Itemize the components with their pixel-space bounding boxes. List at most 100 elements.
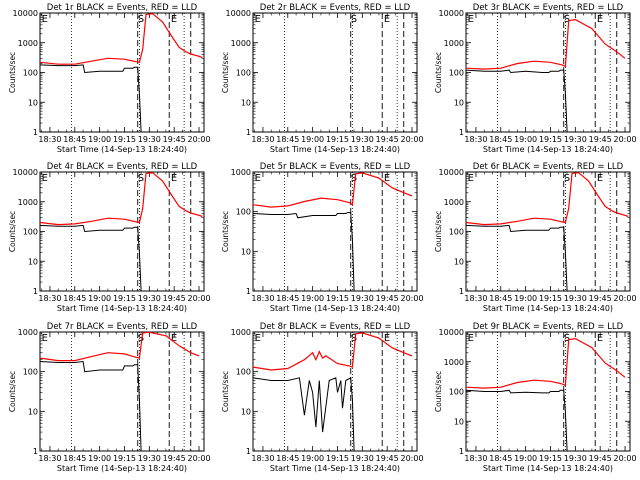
- y-tick-label: 100: [236, 208, 251, 217]
- x-tick-label: 19:45: [376, 135, 399, 144]
- x-tick-label: 19:15: [113, 454, 136, 463]
- x-tick-label: 19:00: [301, 454, 324, 463]
- x-tick-label: 19:15: [326, 135, 349, 144]
- marker-letter: E: [171, 333, 177, 344]
- y-tick-label: 10: [454, 98, 464, 107]
- series-line-lld: [253, 172, 413, 208]
- marker-letter: E: [597, 333, 603, 344]
- x-tick-label: 20:00: [187, 294, 210, 303]
- x-tick-label: 18:45: [63, 135, 86, 144]
- x-tick-label: 18:45: [489, 135, 512, 144]
- marker-letter: E: [597, 173, 603, 184]
- series-line-events: [40, 360, 142, 451]
- marker-letter: S: [351, 14, 357, 25]
- x-axis-label: Start Time (14-Sep-13 18:24:40): [483, 464, 613, 473]
- x-axis-label: Start Time (14-Sep-13 18:24:40): [57, 304, 187, 313]
- y-tick-label: 10: [454, 417, 464, 426]
- marker-letter: E: [597, 14, 603, 25]
- marker-letter: S: [351, 173, 357, 184]
- x-tick-label: 19:30: [138, 135, 161, 144]
- x-tick-label: 18:30: [464, 454, 487, 463]
- x-tick-label: 18:30: [251, 294, 274, 303]
- y-tick-label: 1000: [231, 328, 251, 337]
- y-tick-label: 100: [449, 228, 464, 237]
- x-axis-label: Start Time (14-Sep-13 18:24:40): [270, 304, 400, 313]
- x-axis-label: Start Time (14-Sep-13 18:24:40): [483, 145, 613, 154]
- x-axis-label: Start Time (14-Sep-13 18:24:40): [57, 464, 187, 473]
- marker-letter: E: [171, 14, 177, 25]
- x-tick-label: 20:00: [400, 135, 423, 144]
- y-axis-label: Counts/sec: [221, 211, 230, 252]
- series-line-events: [466, 389, 568, 451]
- series-group: [253, 172, 413, 291]
- series-line-lld: [40, 172, 203, 226]
- series-line-lld: [466, 337, 626, 389]
- x-tick-label: 19:00: [88, 454, 111, 463]
- marker-letter: E: [255, 173, 261, 184]
- x-tick-label: 19:00: [88, 294, 111, 303]
- y-axis-label: Counts/sec: [434, 371, 443, 412]
- panel-title: Det 4r BLACK = Events, RED = LLD: [47, 162, 198, 172]
- y-tick-label: 10: [28, 257, 38, 266]
- x-tick-label: 18:45: [489, 454, 512, 463]
- x-tick-label: 19:30: [138, 294, 161, 303]
- x-tick-label: 19:45: [589, 454, 612, 463]
- panel-det-8r: Det 8r BLACK = Events, RED = LLD 1 10 100 10…: [221, 322, 424, 473]
- marker-letter: E: [468, 173, 474, 184]
- marker-letter: E: [384, 333, 390, 344]
- x-tick-label: 18:45: [489, 294, 512, 303]
- x-tick-label: 18:45: [276, 454, 299, 463]
- x-tick-label: 19:00: [88, 135, 111, 144]
- y-tick-label: 1000: [18, 198, 38, 207]
- y-tick-label: 10: [241, 407, 251, 416]
- marker-letter: S: [138, 333, 144, 344]
- panel-det-1r: Det 1r BLACK = Events, RED = LLD 1 10 100 10…: [8, 3, 211, 154]
- y-tick-label: 10: [28, 98, 38, 107]
- y-tick-label: 1: [246, 287, 251, 296]
- marker-letter: E: [384, 173, 390, 184]
- series-line-events: [40, 224, 142, 291]
- x-tick-label: 19:00: [514, 135, 537, 144]
- panel-title: Det 8r BLACK = Events, RED = LLD: [260, 322, 411, 332]
- y-tick-label: 1: [459, 447, 464, 456]
- marker-letter: E: [468, 333, 474, 344]
- panel-det-4r: Det 4r BLACK = Events, RED = LLD 1 10 100 10…: [8, 162, 211, 313]
- x-tick-label: 19:45: [163, 454, 186, 463]
- x-tick-label: 18:45: [276, 294, 299, 303]
- series-group: [466, 18, 626, 132]
- series-line-lld: [466, 172, 629, 226]
- plot-frame: [465, 171, 631, 292]
- series-group: [466, 337, 626, 451]
- panel-det-2r: Det 2r BLACK = Events, RED = LLD 1 10 100 10…: [221, 3, 424, 154]
- y-axis-label: Counts/sec: [221, 371, 230, 412]
- marker-letter: E: [42, 173, 48, 184]
- x-tick-label: 20:00: [400, 454, 423, 463]
- marker-letter: S: [138, 14, 144, 25]
- series-line-events: [253, 376, 355, 451]
- panel-det-7r: Det 7r BLACK = Events, RED = LLD 1 10 100 10…: [8, 322, 211, 473]
- x-tick-label: 20:00: [400, 294, 423, 303]
- y-tick-label: 100: [23, 69, 38, 78]
- y-tick-label: 10000: [439, 328, 464, 337]
- x-tick-label: 20:00: [613, 294, 636, 303]
- y-tick-label: 1000: [18, 328, 38, 337]
- x-tick-label: 19:15: [113, 135, 136, 144]
- y-tick-label: 100: [236, 69, 251, 78]
- panel-det-9r: Det 9r BLACK = Events, RED = LLD 1 10 100 10…: [434, 322, 637, 473]
- plot-frame: [252, 171, 418, 292]
- series-line-events: [466, 69, 568, 132]
- x-tick-label: 19:45: [376, 454, 399, 463]
- x-tick-label: 19:30: [138, 454, 161, 463]
- x-tick-label: 19:45: [376, 294, 399, 303]
- x-tick-label: 19:45: [589, 294, 612, 303]
- panel-title: Det 6r BLACK = Events, RED = LLD: [473, 162, 624, 172]
- x-tick-label: 19:15: [539, 135, 562, 144]
- y-axis-label: Counts/sec: [434, 52, 443, 93]
- x-tick-label: 18:30: [251, 454, 274, 463]
- y-tick-label: 10000: [226, 9, 251, 18]
- x-tick-label: 18:45: [63, 294, 86, 303]
- x-tick-label: 19:15: [113, 294, 136, 303]
- y-axis-label: Counts/sec: [434, 211, 443, 252]
- x-tick-label: 19:30: [351, 135, 374, 144]
- x-tick-label: 18:45: [63, 454, 86, 463]
